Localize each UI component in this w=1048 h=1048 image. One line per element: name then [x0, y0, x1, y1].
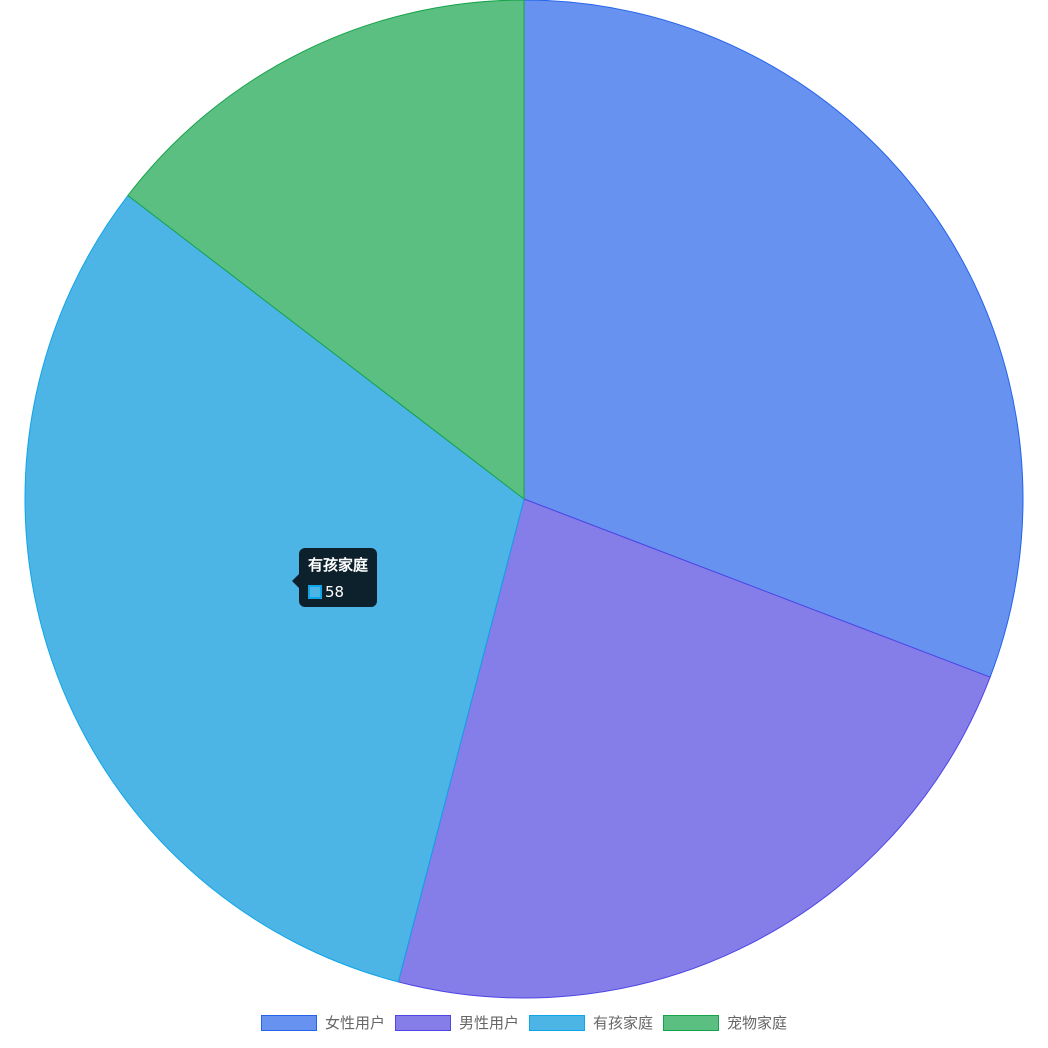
legend-item[interactable]: 男性用户 [394, 1012, 519, 1033]
pie-slice-2[interactable] [24, 194, 525, 983]
legend: 女性用户 男性用户 有孩家庭 宠物家庭 [0, 1012, 1048, 1033]
pie-slice-1[interactable] [397, 498, 991, 999]
legend-item[interactable]: 宠物家庭 [663, 1012, 787, 1033]
legend-label: 女性用户 [324, 1014, 385, 1032]
legend-label: 男性用户 [458, 1014, 519, 1032]
legend-label: 宠物家庭 [727, 1014, 788, 1032]
legend-swatch [394, 1014, 451, 1031]
tooltip-value: 58 [325, 583, 345, 601]
legend-swatch [663, 1014, 720, 1031]
legend-swatch [260, 1014, 317, 1031]
legend-swatch [529, 1014, 585, 1031]
tooltip: 有孩家庭 58 [291, 548, 378, 607]
legend-item[interactable]: 有孩家庭 [529, 1012, 653, 1033]
pie-slice-3[interactable] [127, 0, 525, 501]
pie-slice-0[interactable] [523, 0, 1024, 678]
legend-label: 有孩家庭 [593, 1014, 654, 1032]
legend-item[interactable]: 女性用户 [260, 1012, 385, 1033]
tooltip-color-swatch [308, 585, 322, 599]
tooltip-title: 有孩家庭 [308, 556, 369, 574]
